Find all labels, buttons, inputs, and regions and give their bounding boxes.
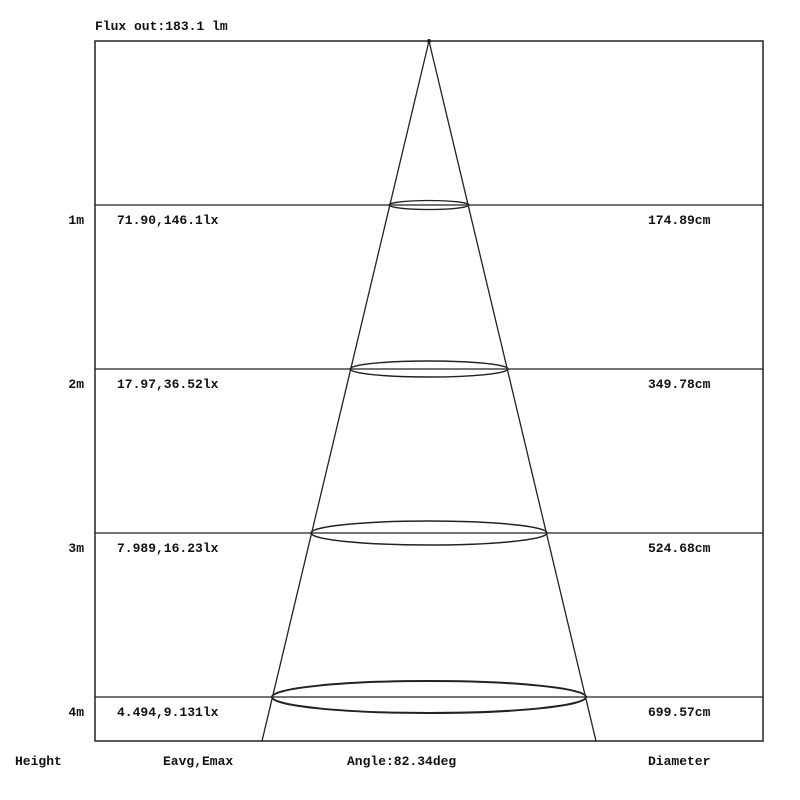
height-label: 1m	[68, 213, 84, 228]
cone-left-edge	[261, 40, 430, 742]
illuminance-value: 17.97,36.52lx	[117, 377, 219, 392]
illuminance-value: 4.494,9.131lx	[117, 705, 219, 720]
beam-ellipse-3m	[310, 520, 548, 546]
diameter-value: 524.68cm	[648, 541, 711, 556]
beam-ellipse-4m	[271, 680, 587, 714]
illuminance-value: 71.90,146.1lx	[117, 213, 219, 228]
light-source-apex	[427, 39, 431, 43]
diameter-value: 349.78cm	[648, 377, 711, 392]
illuminance-column-label: Eavg,Emax	[163, 754, 233, 769]
height-label: 4m	[68, 705, 84, 720]
diameter-column-label: Diameter	[648, 754, 710, 769]
beam-ellipse-1m	[388, 199, 470, 211]
cone-right-edge	[428, 40, 597, 742]
beam-ellipse-2m	[349, 360, 509, 378]
height-label: 3m	[68, 541, 84, 556]
flux-out-title: Flux out:183.1 lm	[95, 19, 228, 34]
height-column-label: Height	[15, 754, 62, 769]
illuminance-value: 7.989,16.23lx	[117, 541, 219, 556]
height-label: 2m	[68, 377, 84, 392]
diameter-value: 699.57cm	[648, 705, 711, 720]
beam-angle-label: Angle:82.34deg	[347, 754, 456, 769]
diameter-value: 174.89cm	[648, 213, 711, 228]
